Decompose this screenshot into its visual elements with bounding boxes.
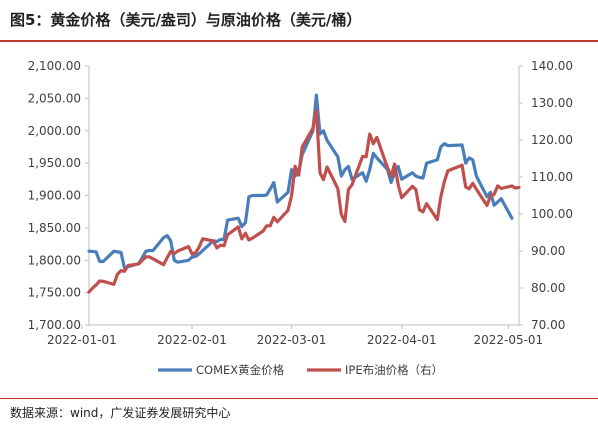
- x-tick-label: 2022-01-01: [47, 333, 117, 347]
- y-left-tick-label: 1,800.00: [28, 253, 81, 267]
- series-line-oil: [87, 108, 521, 294]
- y-right-tick-label: 100.00: [531, 207, 573, 221]
- x-tick-label: 2022-05-01: [473, 333, 543, 347]
- legend-label: COMEX黄金价格: [196, 363, 285, 377]
- footer-divider: [0, 398, 598, 399]
- chart-title: 图5：黄金价格（美元/盎司）与原油价格（美元/桶）: [10, 11, 362, 29]
- x-tick-label: 2022-04-01: [367, 333, 437, 347]
- y-right-tick-label: 90.00: [531, 244, 565, 258]
- y-left-tick-label: 1,950.00: [28, 156, 81, 170]
- series-lines: [87, 93, 521, 294]
- y-right-tick-label: 110.00: [531, 170, 573, 184]
- y-left-tick-label: 2,100.00: [28, 59, 81, 73]
- source-note: 数据来源：wind，广发证券发展研究中心: [10, 406, 231, 420]
- y-right-tick-label: 140.00: [531, 59, 573, 73]
- y-left-tick-label: 2,050.00: [28, 91, 81, 105]
- y-right-tick-label: 70.00: [531, 318, 565, 332]
- x-tick-label: 2022-03-01: [257, 333, 327, 347]
- y-right-tick-label: 130.00: [531, 96, 573, 110]
- y-left-tick-label: 2,000.00: [28, 124, 81, 138]
- legend-label: IPE布油价格（右）: [345, 363, 443, 377]
- legend: COMEX黄金价格 IPE布油价格（右）: [158, 363, 443, 377]
- y-right-tick-label: 120.00: [531, 133, 573, 147]
- title-bar: 图5：黄金价格（美元/盎司）与原油价格（美元/桶）: [0, 0, 598, 42]
- y-right-tick-label: 80.00: [531, 281, 565, 295]
- series-line-gold: [87, 93, 514, 270]
- y-left-tick-label: 1,850.00: [28, 221, 81, 235]
- y-left-tick-label: 1,700.00: [28, 318, 81, 332]
- axes: 1,700.00 1,750.00 1,800.00 1,850.00 1,900.00…: [28, 59, 573, 347]
- y-left-tick-label: 1,750.00: [28, 286, 81, 300]
- chart: 1,700.00 1,750.00 1,800.00 1,850.00 1,900.00…: [28, 59, 573, 377]
- y-left-tick-label: 1,900.00: [28, 189, 81, 203]
- x-tick-label: 2022-02-01: [157, 333, 227, 347]
